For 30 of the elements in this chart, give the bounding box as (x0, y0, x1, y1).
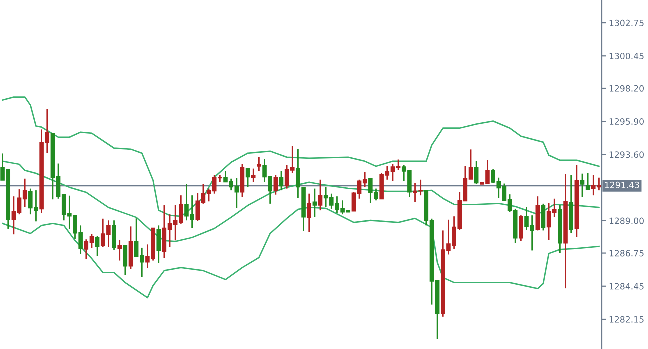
candlestick (257, 156, 262, 172)
candlestick (541, 203, 546, 232)
y-tick-label: 1284.45 (610, 283, 644, 290)
candlestick (95, 235, 100, 258)
y-tick-label: 1289.00 (610, 218, 644, 224)
y-tick-label: 1300.45 (610, 53, 644, 60)
y-tick-label: 1302.75 (610, 20, 644, 26)
candlestick (474, 160, 479, 186)
candlestick (279, 170, 284, 192)
candlestick (112, 220, 116, 251)
candlestick (118, 239, 122, 262)
candlestick (123, 244, 128, 276)
candlestick (580, 173, 585, 198)
ref-line-label: 1291.43 (605, 182, 640, 188)
y-tick-label: 1286.75 (610, 250, 644, 257)
y-tick-label: 1293.60 (610, 152, 644, 158)
candlestick (296, 148, 300, 199)
candlestick (251, 168, 256, 183)
candlestick (586, 172, 590, 191)
candlestick (156, 224, 162, 264)
y-tick-label: 1282.15 (610, 316, 644, 323)
y-tick-label: 1295.90 (610, 118, 644, 126)
candlestick (519, 214, 524, 242)
candlestick (274, 174, 278, 196)
candlestick (318, 179, 323, 212)
y-tick-label: 1298.20 (610, 85, 644, 92)
candlestick (312, 188, 318, 218)
candlestick (246, 168, 250, 188)
line-series (2, 160, 600, 242)
candlestick (307, 193, 312, 233)
